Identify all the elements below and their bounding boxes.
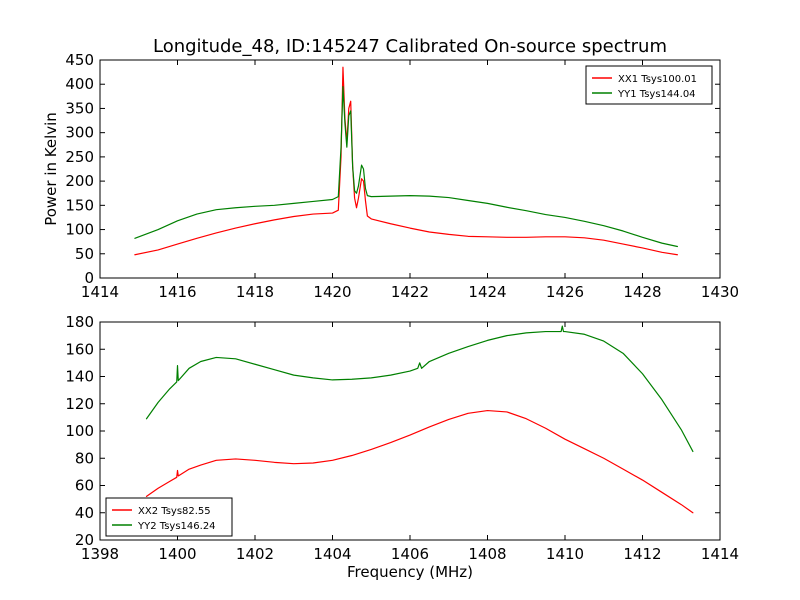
y-tick-label: 150 — [65, 196, 94, 214]
y-tick-label: 160 — [65, 340, 94, 358]
x-tick-label: 1408 — [468, 545, 506, 563]
y-tick-label: 80 — [75, 449, 94, 467]
y-tick-label: 0 — [84, 269, 94, 287]
x-tick-label: 1414 — [81, 283, 119, 301]
y-tick-label: 20 — [75, 531, 94, 549]
x-tick-label: 1420 — [313, 283, 351, 301]
y-tick-label: 450 — [65, 51, 94, 69]
series-line-yy2 — [145, 325, 694, 453]
x-tick-label: 1410 — [546, 545, 584, 563]
series-line-xx1 — [134, 66, 678, 256]
x-tick-label: 1414 — [701, 545, 739, 563]
legend: XX2 Tsys82.55 YY2 Tsys146.24 — [105, 497, 233, 537]
series-line-xx2 — [145, 409, 694, 514]
y-tick-label: 60 — [75, 477, 94, 495]
x-tick-label: 1430 — [701, 283, 739, 301]
y-tick-label: 300 — [65, 124, 94, 142]
bottom-panel: 1398 1400 1402 1404 1406 1408 1410 1412 1414 20 40… — [65, 313, 739, 581]
x-tick-label: 1418 — [236, 283, 274, 301]
y-axis-label: Power in Kelvin — [42, 112, 60, 226]
y-tick-label: 100 — [65, 221, 94, 239]
y-tick-label: 180 — [65, 313, 94, 331]
x-tick-label: 1402 — [236, 545, 274, 563]
x-tick-label: 1426 — [546, 283, 584, 301]
chart-title: Longitude_48, ID:145247 Calibrated On-so… — [153, 36, 667, 57]
y-tick-label: 250 — [65, 148, 94, 166]
x-tick-label: 1428 — [623, 283, 661, 301]
y-tick-label: 400 — [65, 75, 94, 93]
top-panel: 1414 1416 1418 1420 1422 1424 1426 1428 1430 0 50 1… — [42, 36, 739, 301]
y-tick-label: 200 — [65, 172, 94, 190]
series-line-yy1 — [134, 86, 678, 248]
x-tick-label: 1404 — [313, 545, 351, 563]
x-tick-label: 1400 — [158, 545, 196, 563]
legend-label: YY1 Tsys144.04 — [617, 89, 696, 100]
x-tick-label: 1424 — [468, 283, 506, 301]
y-tick-label: 50 — [75, 245, 94, 263]
y-tick-label: 100 — [65, 422, 94, 440]
x-tick-label: 1422 — [391, 283, 429, 301]
y-tick-label: 140 — [65, 368, 94, 386]
x-tick-label: 1398 — [81, 545, 119, 563]
y-tick-label: 350 — [65, 99, 94, 117]
legend-label: XX1 Tsys100.01 — [618, 74, 697, 85]
x-tick-label: 1412 — [623, 545, 661, 563]
legend-label: YY2 Tsys146.24 — [137, 521, 216, 532]
legend-label: XX2 Tsys82.55 — [138, 506, 211, 517]
y-tick-label: 120 — [65, 395, 94, 413]
x-tick-label: 1416 — [158, 283, 196, 301]
x-axis-label: Frequency (MHz) — [347, 563, 473, 581]
x-tick-label: 1406 — [391, 545, 429, 563]
legend: XX1 Tsys100.01 YY1 Tsys144.04 — [585, 65, 713, 105]
y-tick-label: 40 — [75, 504, 94, 522]
